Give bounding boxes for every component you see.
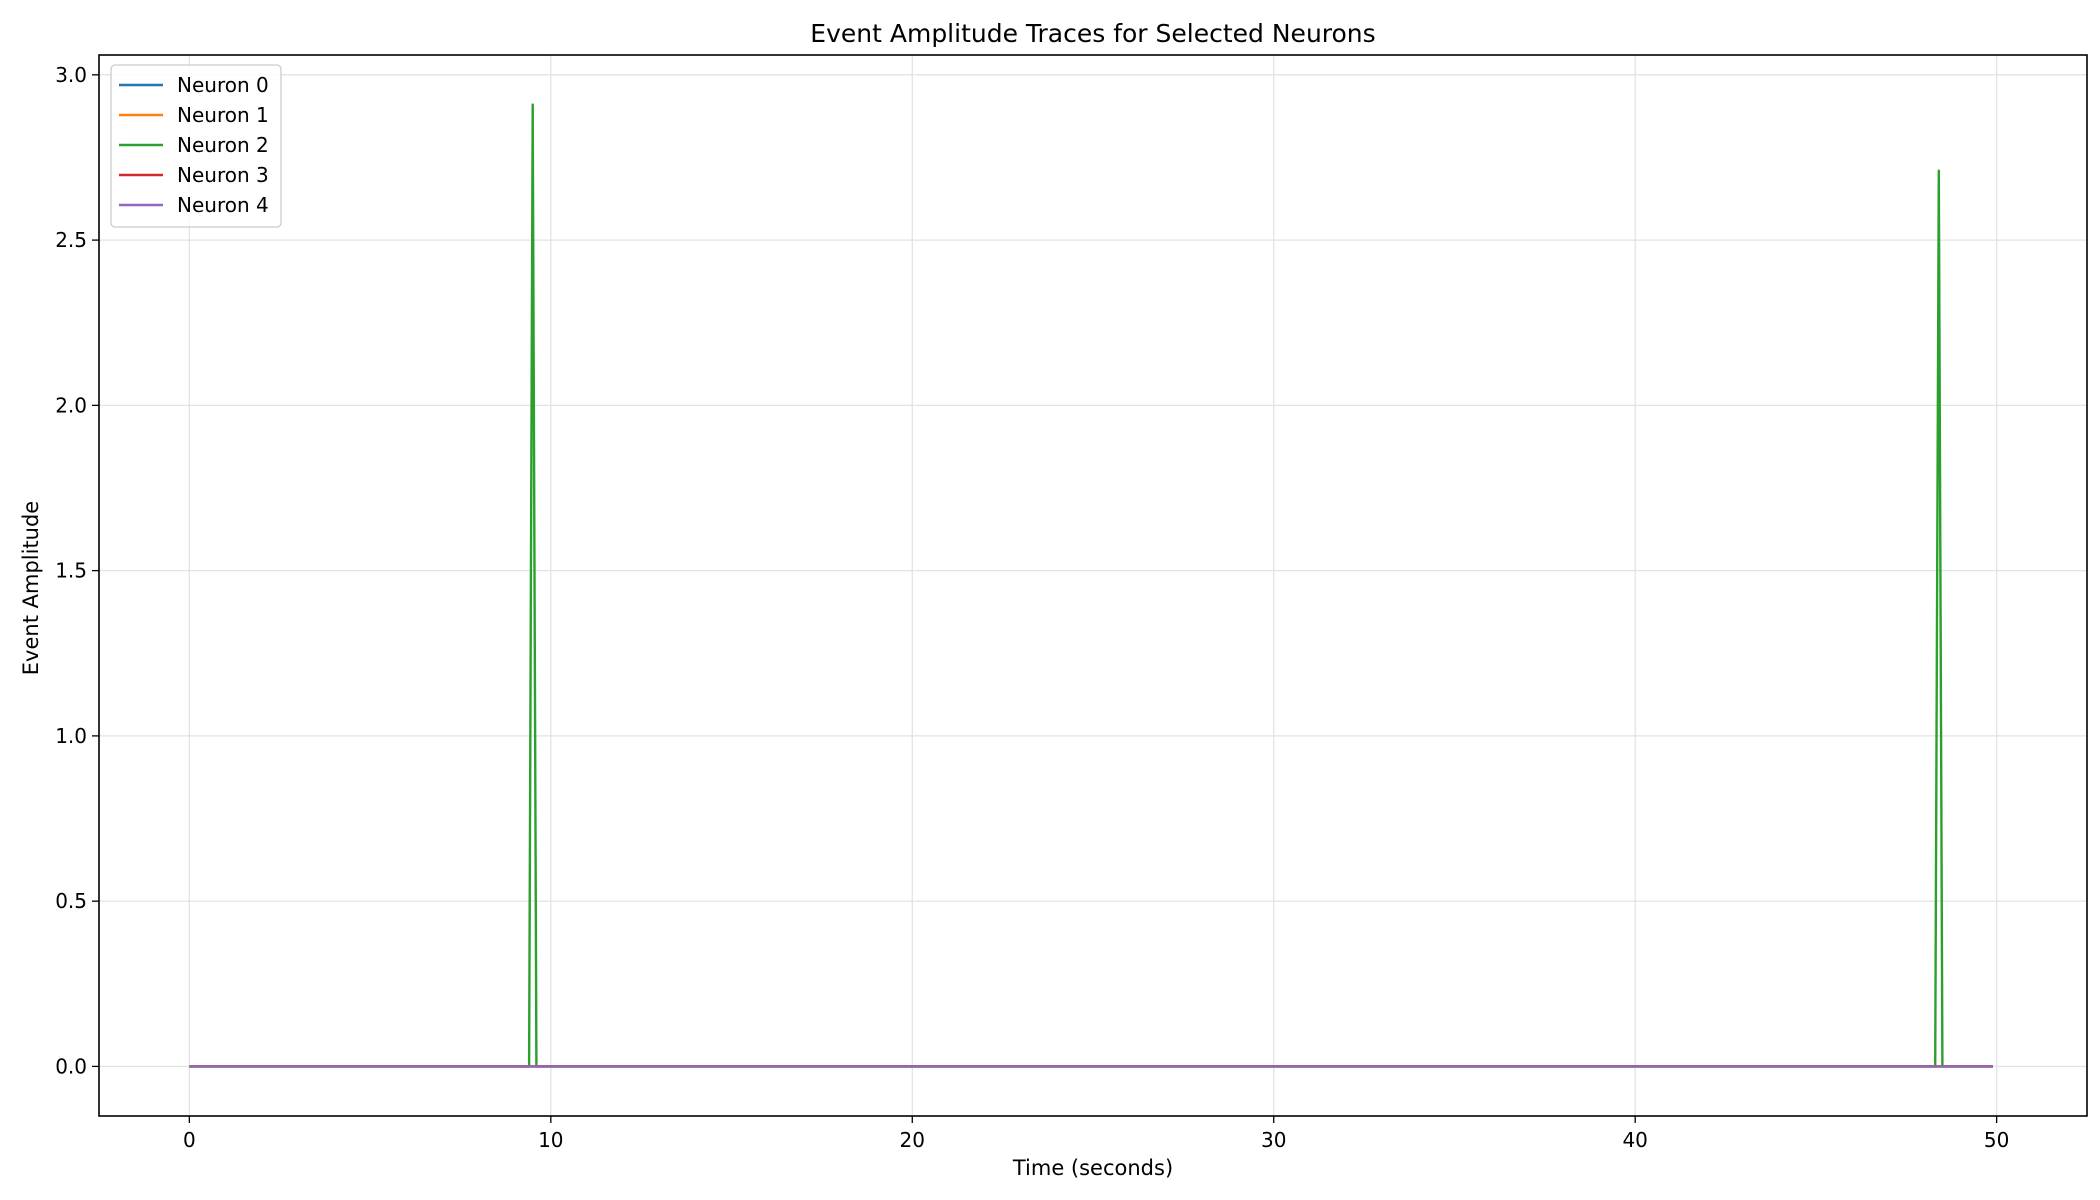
x-tick-label: 20	[900, 1128, 925, 1152]
y-tick-label: 2.5	[55, 228, 87, 252]
x-tick-label: 10	[538, 1128, 563, 1152]
y-tick-label: 3.0	[55, 63, 87, 87]
legend-label: Neuron 0	[177, 73, 269, 97]
x-tick-label: 30	[1261, 1128, 1286, 1152]
x-tick-label: 40	[1622, 1128, 1647, 1152]
x-axis-label: Time (seconds)	[1012, 1156, 1173, 1180]
y-axis-ticks: 0.0 0.5 1.0 1.5 2.0 2.5 3.0	[55, 63, 99, 1078]
legend-label: Neuron 2	[177, 133, 269, 157]
y-tick-label: 0.5	[55, 889, 87, 913]
y-tick-label: 0.0	[55, 1054, 87, 1078]
grid	[99, 55, 2087, 1116]
y-tick-label: 1.0	[55, 724, 87, 748]
legend-label: Neuron 4	[177, 193, 269, 217]
legend-box	[110, 64, 282, 228]
y-axis-label: Event Amplitude	[19, 501, 43, 675]
y-tick-label: 2.0	[55, 393, 87, 417]
legend-label: Neuron 1	[177, 103, 269, 127]
chart-title: Event Amplitude Traces for Selected Neur…	[810, 19, 1375, 48]
x-tick-label: 50	[1984, 1128, 2009, 1152]
plot-lines	[189, 103, 1993, 1068]
y-tick-label: 1.5	[55, 559, 87, 583]
legend: Neuron 0 Neuron 1 Neuron 2 Neuron 3 Neuron 4	[110, 64, 282, 228]
axes-frame	[98, 54, 2088, 1117]
legend-label: Neuron 3	[177, 163, 269, 187]
x-tick-label: 0	[183, 1128, 196, 1152]
x-axis-ticks: 0 10 20 30 40 50	[183, 1116, 2009, 1152]
